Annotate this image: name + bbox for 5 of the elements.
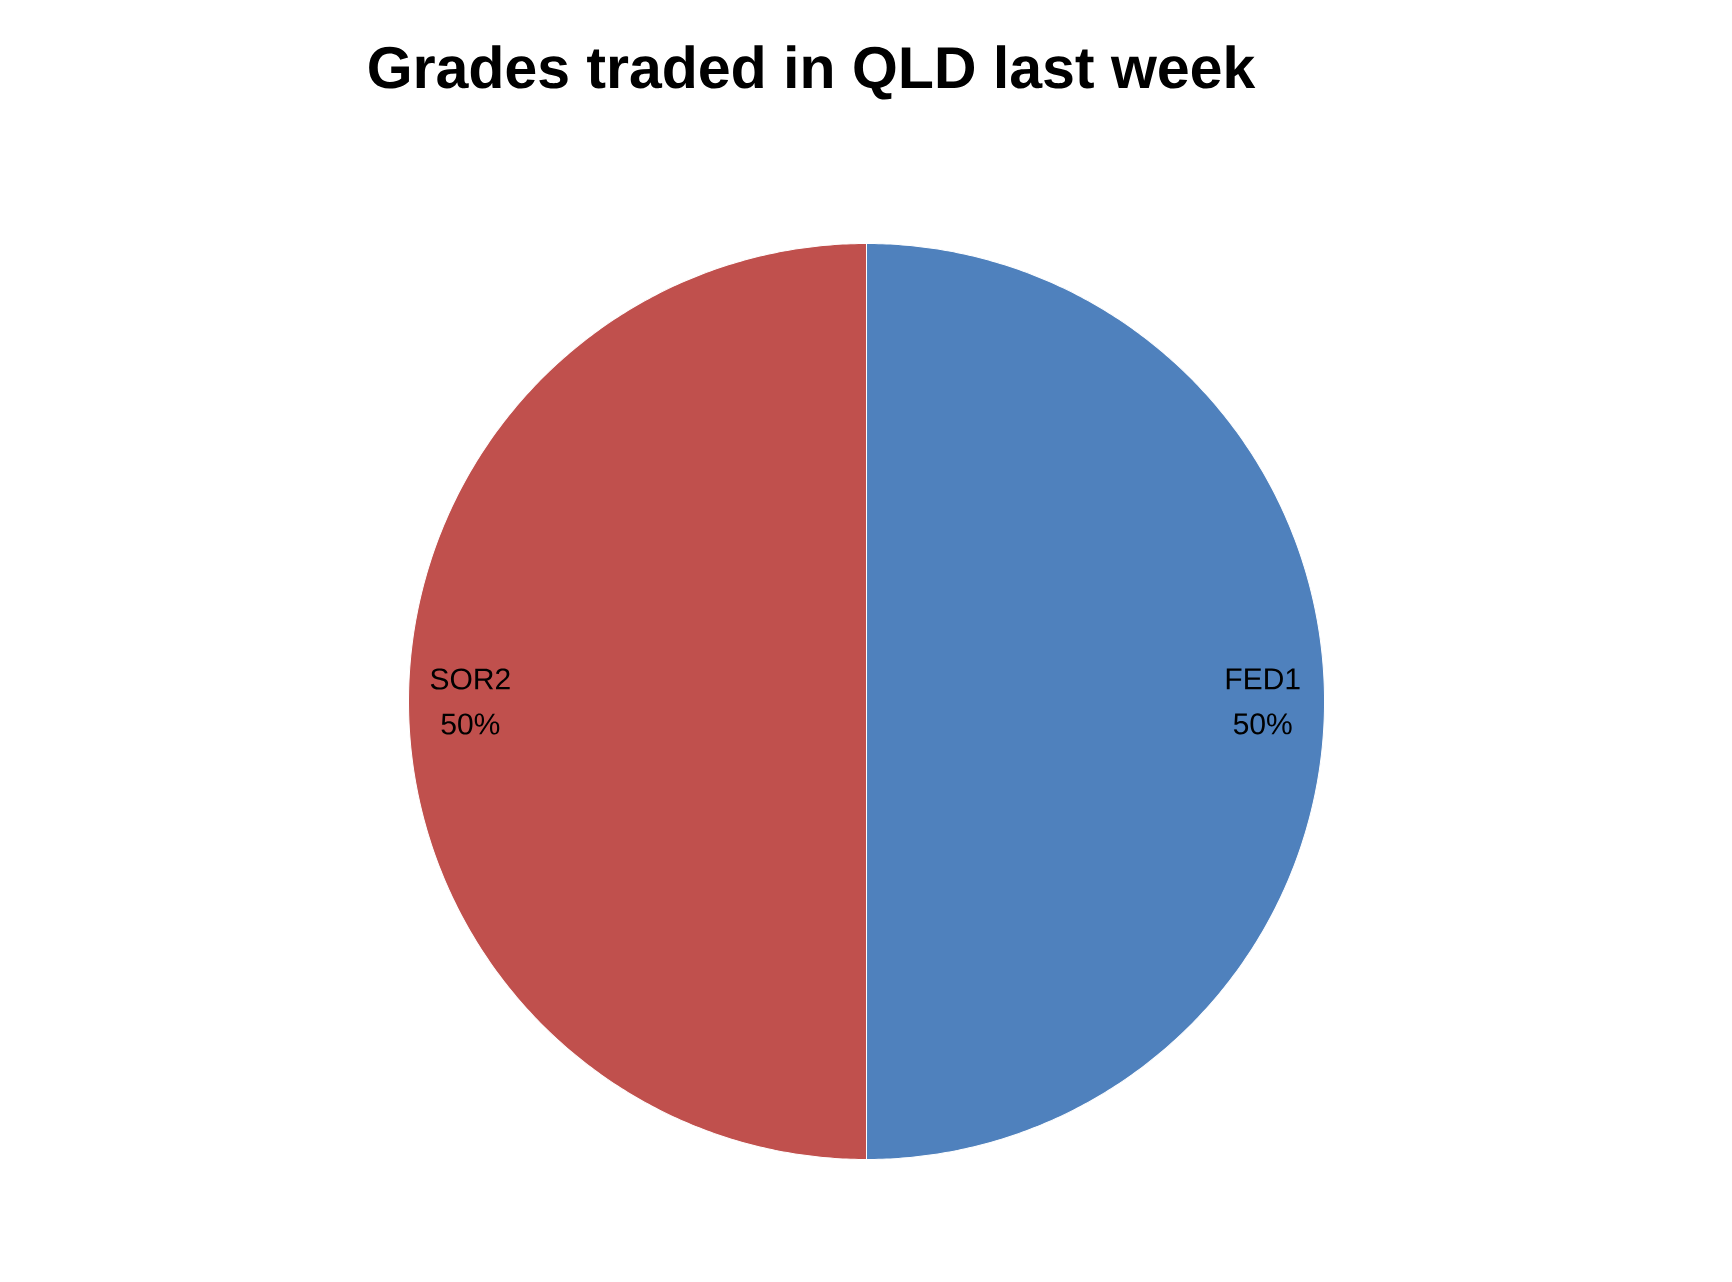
slice-label: SOR2 [430, 668, 510, 690]
data-label: 50% [1233, 713, 1292, 735]
slice-label: FED1 [1226, 668, 1300, 690]
data-label: 50% [441, 713, 500, 735]
chart-title: Grades traded in QLD last week [369, 45, 1256, 100]
